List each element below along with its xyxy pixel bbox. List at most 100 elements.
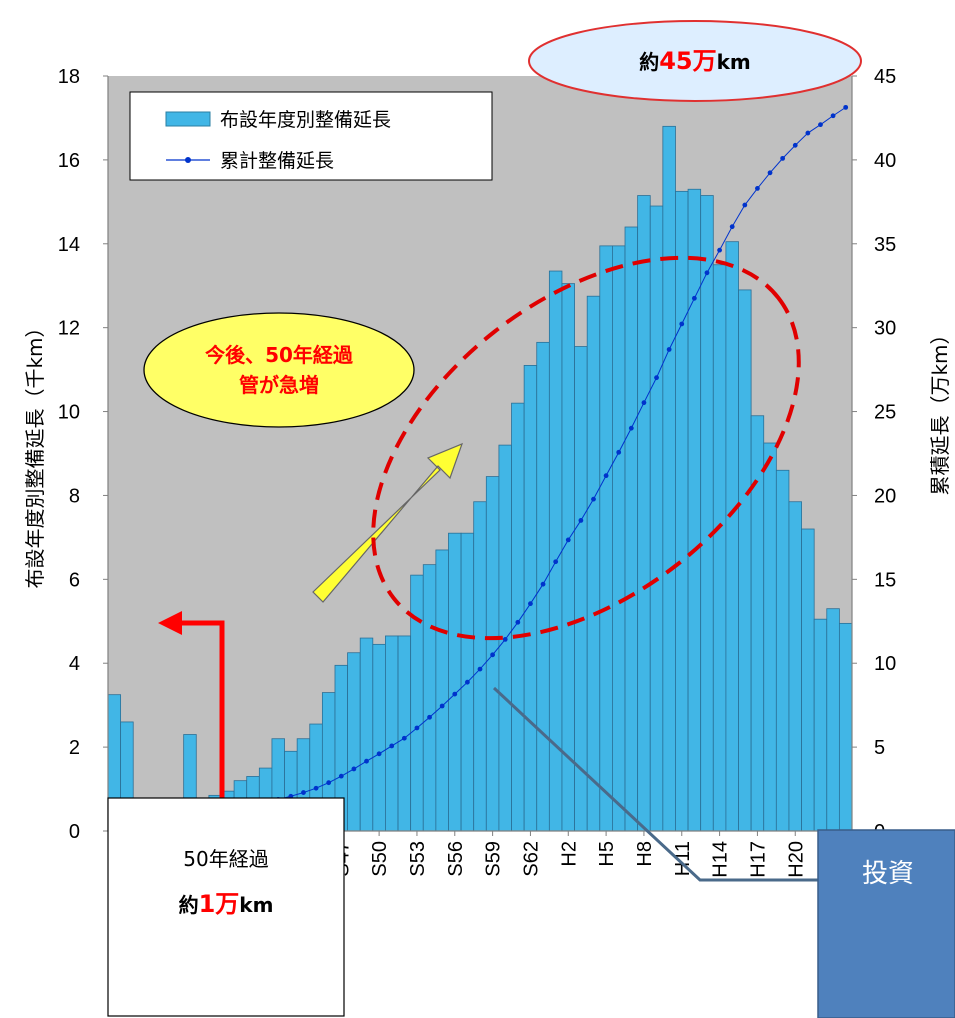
- bar-S49: [359, 637, 374, 832]
- cumulative-point-H18: [767, 170, 773, 176]
- red-arrow-head: [158, 611, 182, 635]
- bottom-box-rect: [107, 797, 345, 1017]
- left-tick-label: 2: [69, 737, 80, 759]
- invest-box-rect: [817, 829, 955, 1018]
- right-tick-label: 15: [874, 569, 896, 591]
- right-tick-label: 45: [874, 66, 896, 88]
- x-tick-label: S53: [407, 841, 429, 877]
- left-tick-label: 10: [58, 402, 80, 424]
- legend-line-marker: [185, 157, 191, 163]
- cumulative-point-S44: [301, 790, 306, 795]
- cumulative-point-H6: [616, 449, 622, 455]
- y-axis-title: 布設年度別整備延長（千km）: [23, 317, 47, 588]
- x-tick-label: H14: [710, 841, 732, 878]
- x-tick-label: H8: [634, 841, 656, 867]
- bar-S61: [511, 402, 525, 832]
- y2-axis-title: 累積延長（万km）: [928, 324, 952, 495]
- bar-S52: [397, 635, 412, 832]
- cumulative-point-S62: [528, 601, 533, 607]
- cumulative-point-S60: [502, 636, 508, 642]
- cumulative-point-H14: [717, 247, 722, 253]
- right-tick-label: 10: [874, 653, 896, 675]
- bar-H5: [599, 245, 613, 832]
- bottom-box-line2: 約1万km: [179, 890, 274, 918]
- x-tick-label: S50: [369, 841, 391, 877]
- cumulative-point-H12: [691, 295, 697, 301]
- bottom-box-line1: 50年経過: [183, 847, 268, 871]
- right-tick-label: 35: [874, 234, 896, 256]
- right-tick-label: 20: [874, 485, 896, 507]
- cumulative-point-S52: [401, 735, 407, 741]
- x-tick-label: H17: [747, 841, 769, 878]
- x-tick-label: S56: [445, 841, 467, 877]
- left-tick-label: 6: [69, 569, 80, 591]
- cumulative-point-S46: [326, 780, 332, 786]
- bar-H15: [725, 241, 739, 832]
- cumulative-point-H22: [818, 122, 823, 128]
- cumulative-point-H16: [742, 202, 748, 208]
- bar-H23: [826, 608, 840, 832]
- left-tick-label: 8: [69, 485, 80, 507]
- x-tick-label: S59: [483, 841, 505, 877]
- x-tick-label: S62: [520, 841, 542, 877]
- cumulative-point-H2: [565, 537, 571, 543]
- cumulative-point-H19: [780, 155, 786, 161]
- bar-H9: [649, 205, 664, 832]
- left-tick-label: 18: [58, 66, 80, 88]
- bar-H13: [700, 195, 714, 832]
- cumulative-point-H9: [654, 375, 659, 381]
- bar-H2: [561, 283, 575, 832]
- bar-H19: [775, 469, 790, 832]
- bar-S48: [347, 652, 361, 832]
- bar-H22: [813, 618, 828, 832]
- invest-box: 投資: [817, 829, 955, 1018]
- legend-bar-swatch: [165, 111, 211, 127]
- red-arrow-line: [178, 620, 225, 800]
- bar-H10: [662, 125, 676, 832]
- bar-S50: [372, 643, 386, 832]
- yellow-callout-ellipse: [143, 312, 415, 428]
- cumulative-point-S48: [351, 766, 357, 772]
- bar-H16: [738, 289, 752, 832]
- bar-H6: [612, 245, 626, 832]
- left-tick-label: 0: [69, 821, 80, 843]
- bar-S56: [448, 532, 462, 832]
- bar-H8: [637, 195, 651, 832]
- bar-H4: [586, 295, 601, 832]
- bar-H12: [687, 188, 702, 832]
- bar-H14: [712, 264, 727, 832]
- legend-label-line: 累計整備延長: [220, 150, 334, 172]
- cumulative-point-H1: [553, 559, 559, 565]
- cumulative-point-H11: [679, 321, 685, 327]
- left-axis-ticks: 0 2 4 6 8 10 12 14 16 18: [58, 66, 108, 843]
- invest-leader-line: [492, 686, 818, 882]
- top-callout-ellipse: [528, 20, 862, 102]
- cumulative-point-S61: [515, 619, 521, 625]
- bar-S53: [410, 574, 424, 832]
- cumulative-point-H7: [628, 425, 634, 431]
- legend-label-bars: 布設年度別整備延長: [220, 109, 391, 131]
- cumulative-point-H8: [641, 400, 647, 406]
- x-tick-label: H5: [596, 841, 618, 867]
- bar-S62: [523, 365, 538, 832]
- bottom-box: 50年経過 約1万km: [107, 797, 345, 1017]
- cumulative-point-S55: [439, 703, 445, 709]
- x-tick-label: H2: [558, 841, 580, 867]
- cumulative-point-H24: [843, 104, 849, 110]
- cumulative-point-H21: [805, 130, 811, 136]
- bar-H17: [750, 415, 765, 832]
- right-tick-label: 30: [874, 318, 896, 340]
- cumulative-point-S63: [540, 581, 546, 587]
- cumulative-point-S50: [376, 751, 382, 757]
- yellow-callout-line2: 管が急増: [239, 373, 319, 397]
- cumulative-point-S59: [490, 652, 496, 658]
- right-axis-ticks: 051015202530354045: [852, 66, 896, 843]
- bar-S51: [385, 635, 399, 832]
- yellow-arrow-shape: [312, 442, 464, 603]
- bar-S63: [536, 341, 550, 832]
- highlight-dashed-ellipse: [371, 255, 801, 641]
- bar-S55: [435, 549, 449, 832]
- cumulative-point-S49: [364, 758, 369, 764]
- cumulative-point-H23: [830, 113, 836, 119]
